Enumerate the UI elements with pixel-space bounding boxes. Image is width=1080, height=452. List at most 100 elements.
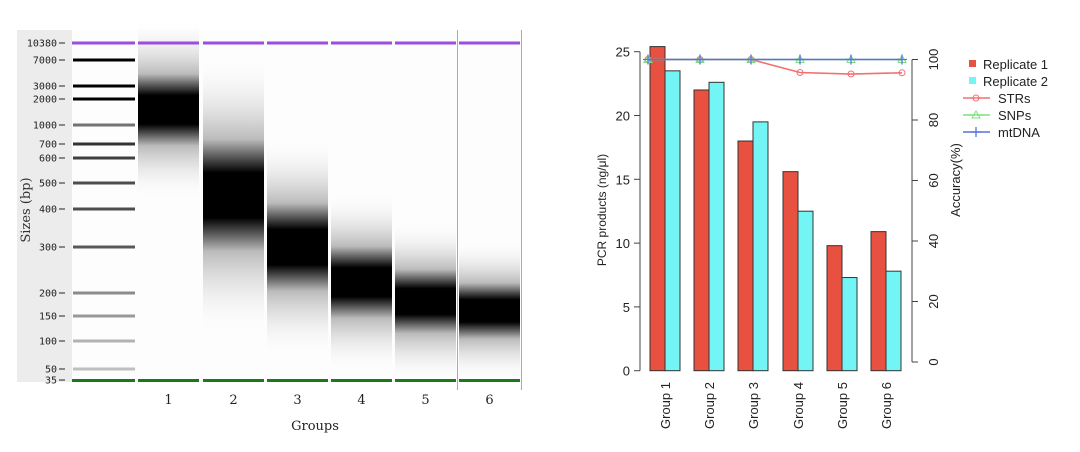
right-tick-label: 60 — [926, 173, 941, 187]
str-point — [796, 69, 804, 77]
ladder-band — [73, 156, 135, 160]
ladder-size-label: 600 — [39, 154, 57, 165]
right-axis-label: Accuracy(%) — [948, 143, 963, 217]
lane-label: 1 — [164, 393, 172, 408]
ladder-size-label: 700 — [39, 140, 57, 151]
category-label: Group 1 — [658, 382, 673, 429]
left-tick-label: 5 — [623, 300, 630, 315]
str-point — [972, 94, 980, 102]
gel-x-label: Groups — [291, 419, 339, 434]
ladder-size-label: 2000 — [33, 95, 57, 106]
bar-replicate-1 — [870, 231, 887, 372]
legend-swatch — [969, 77, 976, 84]
lane-label: 5 — [421, 393, 429, 408]
lane-band-4 — [331, 192, 392, 373]
ladder-band — [73, 142, 135, 146]
lower-marker — [459, 379, 520, 382]
lower-marker — [395, 379, 456, 382]
ladder-band — [73, 207, 135, 211]
legend-swatch — [969, 60, 976, 67]
left-tick-label: 15 — [616, 172, 630, 187]
ladder-band — [73, 314, 135, 318]
ladder-size-label: 7000 — [33, 56, 57, 67]
left-axis-label: PCR products (ng/μl) — [595, 154, 609, 266]
upper-marker — [267, 41, 328, 45]
ladder-size-label: 200 — [39, 289, 57, 300]
mtdna-point — [643, 54, 653, 65]
legend-label: SNPs — [998, 108, 1032, 123]
ladder-lower-marker — [72, 379, 135, 382]
legend-label: Replicate 2 — [983, 74, 1048, 89]
bar-replicate-1 — [782, 171, 799, 372]
right-tick-label: 40 — [926, 234, 941, 248]
right-tick-label: 20 — [926, 294, 941, 308]
ladder-size-label: 150 — [39, 312, 57, 323]
bar-replicate-1 — [693, 89, 710, 372]
ladder-size-label: 35 — [45, 376, 57, 387]
ladder-band — [73, 123, 135, 127]
upper-marker — [395, 41, 456, 45]
mtdna-point — [795, 54, 805, 65]
snp-point — [971, 109, 981, 119]
ladder-size-label: 1000 — [33, 121, 57, 132]
gel-y-label: Sizes (bp) — [19, 177, 34, 242]
right-tick-label: 0 — [926, 358, 941, 365]
category-label: Group 6 — [879, 382, 894, 429]
str-point — [898, 69, 906, 77]
str-point — [847, 70, 855, 78]
lane-band-2 — [203, 55, 264, 336]
mtdna-point — [695, 54, 705, 65]
mtdna-point — [897, 54, 907, 65]
mtdna-point — [971, 127, 981, 137]
bar-replicate-1 — [649, 46, 666, 372]
bar-replicate-2 — [841, 277, 858, 372]
ladder-band — [73, 58, 135, 62]
bar-replicate-2 — [797, 210, 814, 372]
ladder-band — [73, 97, 135, 101]
bar-replicate-2 — [885, 270, 902, 372]
ladder-band — [73, 291, 135, 295]
right-tick-label: 80 — [926, 113, 941, 127]
upper-marker — [138, 41, 199, 45]
ladder-size-label: 10380 — [27, 39, 57, 50]
lane-band-5 — [395, 221, 456, 382]
lane-label: 6 — [485, 393, 493, 408]
left-tick-label: 10 — [616, 236, 630, 251]
lower-marker — [331, 379, 392, 382]
gel-axis-background — [17, 30, 72, 382]
lower-marker — [203, 379, 264, 382]
ladder-band — [73, 181, 135, 185]
left-tick-label: 25 — [616, 45, 630, 60]
upper-marker — [331, 41, 392, 45]
lane-label: 3 — [293, 393, 301, 408]
bar-replicate-1 — [737, 140, 754, 372]
legend-label: Replicate 1 — [983, 57, 1048, 72]
ladder-size-label: 100 — [39, 337, 57, 348]
category-label: Group 3 — [746, 382, 761, 429]
lane-band-1 — [138, 19, 199, 200]
lane-band-3 — [267, 137, 328, 357]
right-tick-label: 100 — [926, 49, 941, 71]
ladder-size-label: 300 — [39, 243, 57, 254]
lane-band-6 — [459, 240, 520, 381]
lane-label: 4 — [357, 393, 365, 408]
ladder-size-label: 500 — [39, 179, 57, 190]
lower-marker — [138, 379, 199, 382]
category-label: Group 2 — [702, 382, 717, 429]
mtdna-point — [846, 54, 856, 65]
ladder-band — [73, 245, 135, 249]
ladder-band — [73, 84, 135, 88]
ladder-band — [73, 367, 135, 371]
line-strs — [648, 58, 903, 75]
left-tick-label: 20 — [616, 109, 630, 124]
legend-label: mtDNA — [998, 125, 1040, 140]
lane-label: 2 — [229, 393, 237, 408]
upper-marker — [459, 41, 520, 45]
mtdna-point — [746, 54, 756, 65]
ladder-band — [73, 339, 135, 343]
category-label: Group 4 — [791, 382, 806, 429]
ladder-size-label: 3000 — [33, 82, 57, 93]
left-tick-label: 0 — [623, 364, 630, 379]
bar-replicate-1 — [826, 245, 843, 372]
